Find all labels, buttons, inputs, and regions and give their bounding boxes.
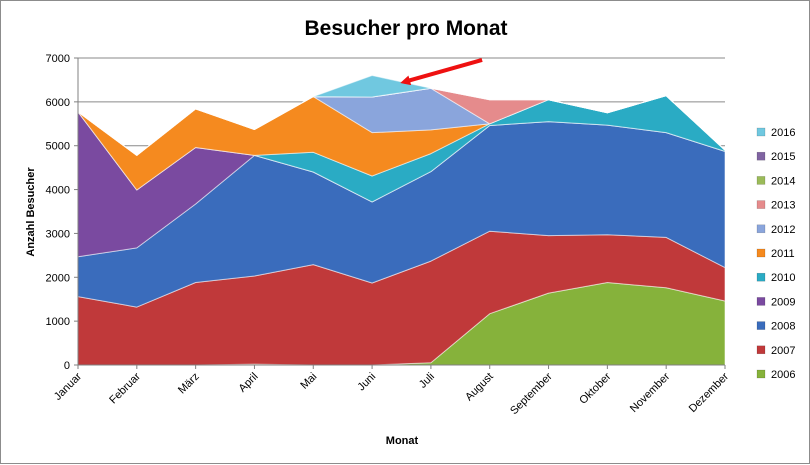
annotation-arrow: [400, 58, 483, 86]
chart-title: Besucher pro Monat: [304, 17, 507, 40]
x-tick-label: April: [237, 371, 261, 395]
x-tick-label: Januar: [52, 370, 85, 403]
x-tick-label: Oktober: [577, 370, 613, 406]
legend-label-2011: 2011: [771, 248, 795, 260]
x-tick-label: August: [463, 371, 496, 404]
x-tick-label: Dezember: [687, 370, 732, 415]
legend-swatch-2007: [756, 345, 766, 355]
axes: [77, 58, 725, 366]
legend-swatch-2015: [756, 151, 766, 161]
y-tick-label: 7000: [46, 53, 70, 65]
y-tick-label: 3000: [46, 228, 70, 240]
legend-swatch-2014: [756, 176, 766, 185]
x-axis-label: Monat: [386, 435, 419, 447]
y-tick-label: 6000: [46, 97, 70, 109]
legend-label-2010: 2010: [771, 272, 795, 284]
x-tick-labels: Januar Februar März April Mai Juni Juli August S…: [52, 365, 732, 417]
legend-label-2015: 2015: [771, 151, 795, 163]
legend-label-2016: 2016: [771, 127, 795, 139]
legend-label-2006: 2006: [771, 369, 795, 381]
x-tick-label: November: [628, 370, 673, 415]
y-tick-label: 1000: [46, 316, 70, 328]
y-tick-label: 0: [64, 360, 70, 372]
y-tick-label: 4000: [46, 185, 70, 197]
x-tick-label: Juni: [355, 371, 378, 394]
legend-swatch-2016: [756, 127, 766, 137]
legend-swatch-2011: [756, 248, 766, 258]
y-axis-label: Anzahl Besucher: [25, 167, 37, 257]
x-tick-label: März: [176, 371, 202, 397]
legend-label-2013: 2013: [771, 200, 795, 212]
legend-swatch-2009: [756, 297, 766, 306]
legend-label-2012: 2012: [771, 224, 795, 236]
area-series: [77, 75, 726, 366]
legend-label-2007: 2007: [771, 345, 795, 357]
legend: 2016 2015 2014 2013 2012 2011 2010 2009 2008 2007…: [756, 127, 795, 381]
legend-label-2009: 2009: [771, 296, 795, 308]
y-tick-labels: 0 1000 2000 3000 4000 5000 6000 7000: [46, 53, 78, 372]
x-tick-label: September: [508, 370, 555, 417]
area-2016: [77, 75, 726, 156]
legend-swatch-2006: [756, 369, 766, 379]
x-tick-label: Juli: [417, 371, 437, 391]
legend-swatch-2008: [756, 321, 766, 330]
legend-label-2014: 2014: [771, 175, 795, 187]
x-tick-label: Mai: [298, 371, 319, 392]
y-tick-label: 2000: [46, 272, 70, 284]
x-tick-label: Februar: [107, 370, 143, 406]
legend-label-2008: 2008: [771, 321, 795, 333]
legend-swatch-2013: [756, 200, 766, 209]
y-tick-label: 5000: [46, 141, 70, 153]
legend-swatch-2010: [756, 272, 766, 282]
legend-swatch-2012: [756, 224, 766, 234]
